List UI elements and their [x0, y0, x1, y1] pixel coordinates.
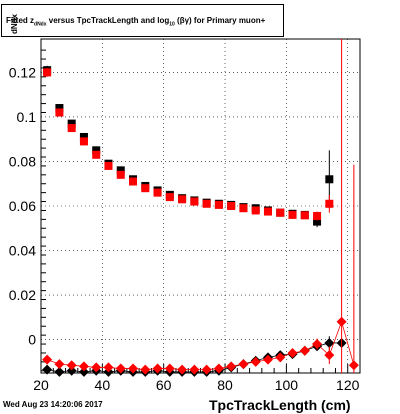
series-line	[46, 320, 355, 371]
data-point-square	[227, 202, 236, 210]
x-tick-label: 20	[33, 377, 49, 393]
chart-title: Fitted zdNdx versus TpcTrackLength and l…	[6, 16, 266, 28]
data-point-square	[202, 199, 211, 208]
data-point-square	[214, 200, 223, 209]
y-tick-label: 0.08	[9, 153, 36, 169]
y-tick-label: 0.12	[9, 64, 36, 80]
y-tick-label: 0.06	[9, 198, 36, 214]
x-tick-label: 60	[156, 377, 172, 393]
data-point-square	[67, 119, 76, 128]
data-point-square	[92, 146, 101, 155]
data-point-square	[79, 132, 88, 141]
data-point-square	[325, 175, 334, 184]
data-point-square	[43, 68, 52, 77]
timestamp-footer: Wed Aug 23 14:20:06 2017	[3, 400, 103, 409]
data-point-square	[141, 184, 150, 193]
y-tick-label: 0.1	[17, 109, 37, 125]
data-point-square	[313, 217, 322, 226]
x-axis-label: TpcTrackLength (cm)	[209, 397, 351, 413]
data-point-square	[251, 206, 260, 215]
x-tick-label: 120	[336, 377, 360, 393]
x-tick-label: 100	[275, 377, 299, 393]
data-point-square	[67, 124, 76, 133]
y-tick-label: 0	[28, 332, 36, 348]
plot-frame	[40, 38, 361, 374]
data-point-square	[325, 199, 334, 208]
data-point-square	[116, 166, 125, 175]
data-point-square	[55, 104, 64, 113]
y-tick-label: 0.04	[9, 243, 36, 259]
data-point-square	[104, 161, 113, 170]
data-point-square	[129, 177, 138, 186]
data-point-square	[239, 204, 248, 213]
data-point-square	[116, 170, 125, 179]
data-point-square	[178, 195, 187, 204]
data-point-square	[300, 211, 309, 220]
data-point-square	[92, 150, 101, 159]
data-point-square	[153, 188, 162, 197]
data-point-square	[263, 207, 272, 216]
data-point-square	[276, 208, 285, 217]
data-point-square	[79, 137, 88, 146]
data-point-square	[313, 212, 322, 221]
data-point-square	[190, 197, 199, 206]
data-point-square	[55, 108, 64, 117]
y-tick-label: 0.02	[9, 287, 36, 303]
data-point-square	[288, 210, 297, 219]
x-tick-label: 40	[95, 377, 111, 393]
x-tick-label: 80	[217, 377, 233, 393]
data-point-square	[165, 193, 174, 202]
title-box: Fitted zdNdx versus TpcTrackLength and l…	[1, 4, 284, 37]
